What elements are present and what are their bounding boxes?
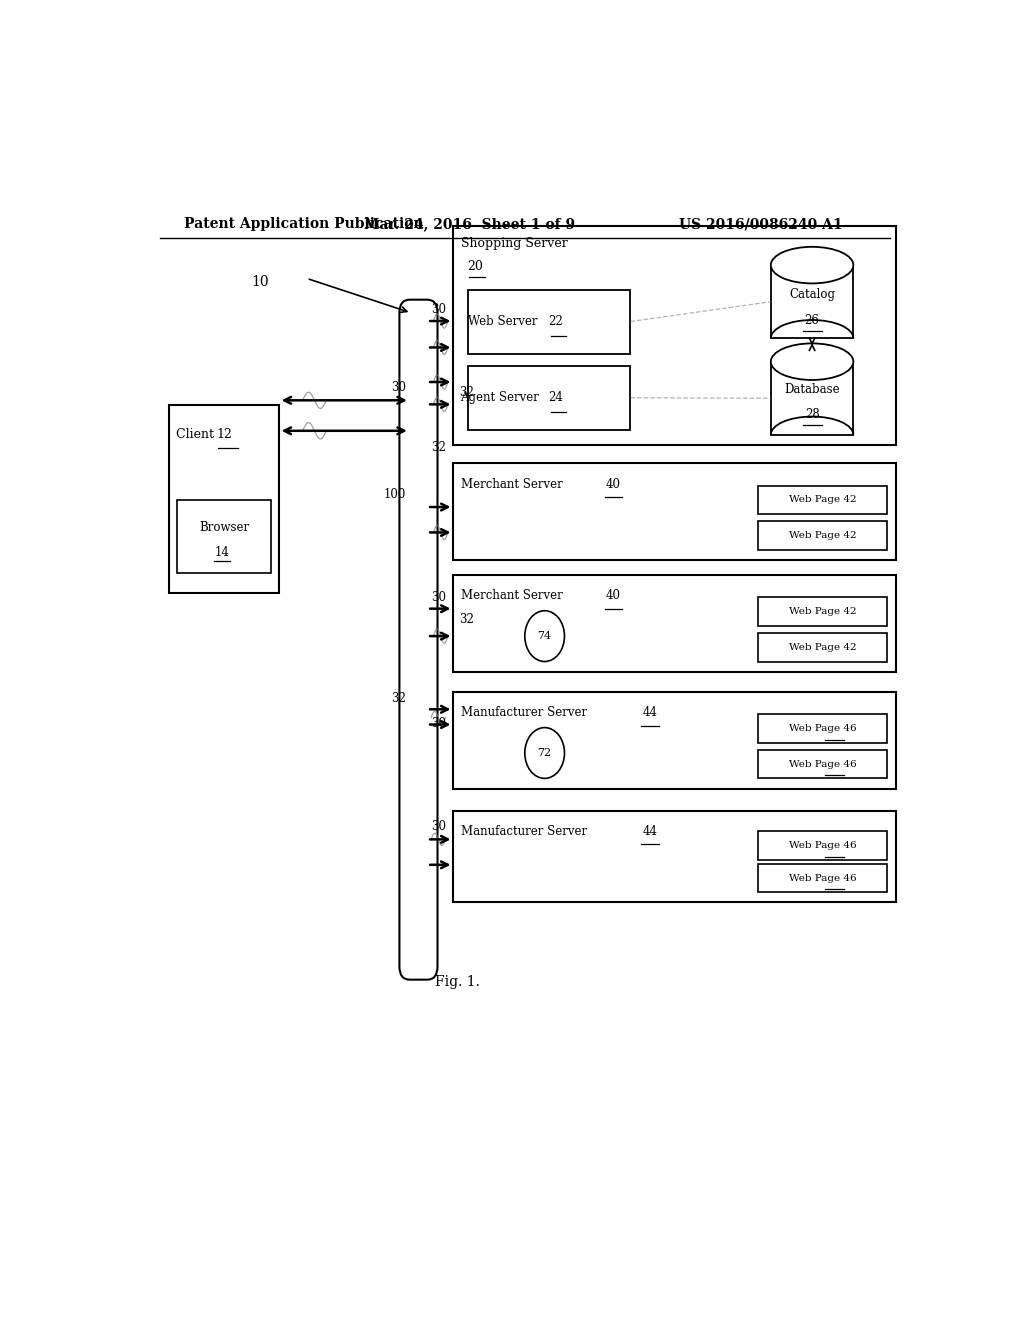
Text: 74: 74	[538, 631, 552, 642]
Text: 22: 22	[549, 315, 563, 329]
Text: 14: 14	[214, 546, 229, 560]
Text: 10: 10	[251, 276, 268, 289]
Text: 40: 40	[606, 589, 621, 602]
Text: Mar. 24, 2016  Sheet 1 of 9: Mar. 24, 2016 Sheet 1 of 9	[364, 218, 574, 231]
Text: Browser: Browser	[199, 521, 249, 535]
Text: 32: 32	[431, 441, 446, 454]
Bar	[454, 692, 896, 788]
Text: Catalog: Catalog	[790, 288, 836, 301]
Ellipse shape	[771, 247, 853, 284]
Text: Shopping Server: Shopping Server	[461, 236, 568, 249]
Text: Client: Client	[176, 428, 218, 441]
Text: 30: 30	[431, 820, 446, 833]
Bar	[771, 362, 853, 434]
Text: 32: 32	[391, 692, 406, 705]
Text: Web Server: Web Server	[468, 315, 541, 329]
Text: 44: 44	[642, 706, 657, 719]
Text: Manufacturer Server: Manufacturer Server	[461, 706, 591, 719]
Text: Web Page 42: Web Page 42	[788, 495, 856, 504]
Text: Web Page 46: Web Page 46	[788, 760, 856, 768]
Circle shape	[525, 611, 564, 661]
Text: Web Page 42: Web Page 42	[788, 607, 856, 616]
Text: 100: 100	[383, 488, 406, 500]
Text: 30: 30	[391, 381, 406, 395]
Bar	[758, 863, 887, 892]
Text: 40: 40	[606, 478, 621, 491]
Text: Database: Database	[784, 383, 840, 396]
Bar	[468, 366, 631, 430]
Text: Manufacturer Server: Manufacturer Server	[461, 825, 591, 838]
Bar	[454, 810, 896, 903]
Text: US 2016/0086240 A1: US 2016/0086240 A1	[679, 218, 842, 231]
Bar	[454, 576, 896, 672]
Bar	[177, 500, 270, 573]
Text: 20: 20	[468, 260, 483, 273]
Bar	[758, 832, 887, 859]
Text: Web Page 42: Web Page 42	[788, 643, 856, 652]
Text: Merchant Server: Merchant Server	[461, 478, 567, 491]
Bar	[758, 750, 887, 779]
Circle shape	[525, 727, 564, 779]
Ellipse shape	[771, 343, 853, 380]
Text: 26: 26	[805, 314, 819, 326]
Text: 30: 30	[431, 590, 446, 603]
Bar	[771, 265, 853, 338]
Text: 32: 32	[459, 612, 474, 626]
Text: Fig. 1.: Fig. 1.	[435, 974, 480, 989]
Text: Agent Server: Agent Server	[460, 391, 543, 404]
Bar	[454, 463, 896, 560]
Bar	[468, 289, 631, 354]
Bar	[758, 598, 887, 626]
Text: 28: 28	[805, 408, 819, 421]
FancyBboxPatch shape	[399, 300, 437, 979]
Text: Web Page 42: Web Page 42	[788, 531, 856, 540]
Text: 24: 24	[549, 391, 563, 404]
Text: Web Page 46: Web Page 46	[788, 725, 856, 733]
Bar	[169, 405, 279, 594]
Text: Web Page 46: Web Page 46	[788, 841, 856, 850]
Text: 32: 32	[459, 385, 474, 399]
Text: 72: 72	[538, 748, 552, 758]
Text: Web Page 46: Web Page 46	[788, 874, 856, 883]
Text: 30: 30	[431, 718, 446, 730]
Bar	[758, 521, 887, 549]
Bar	[758, 486, 887, 515]
Text: Patent Application Publication: Patent Application Publication	[183, 218, 423, 231]
Text: 30: 30	[431, 304, 446, 315]
Text: 12: 12	[216, 428, 232, 441]
Bar	[454, 227, 896, 445]
Bar	[758, 714, 887, 743]
Text: Merchant Server: Merchant Server	[461, 589, 567, 602]
Bar	[758, 634, 887, 661]
Text: 44: 44	[642, 825, 657, 838]
